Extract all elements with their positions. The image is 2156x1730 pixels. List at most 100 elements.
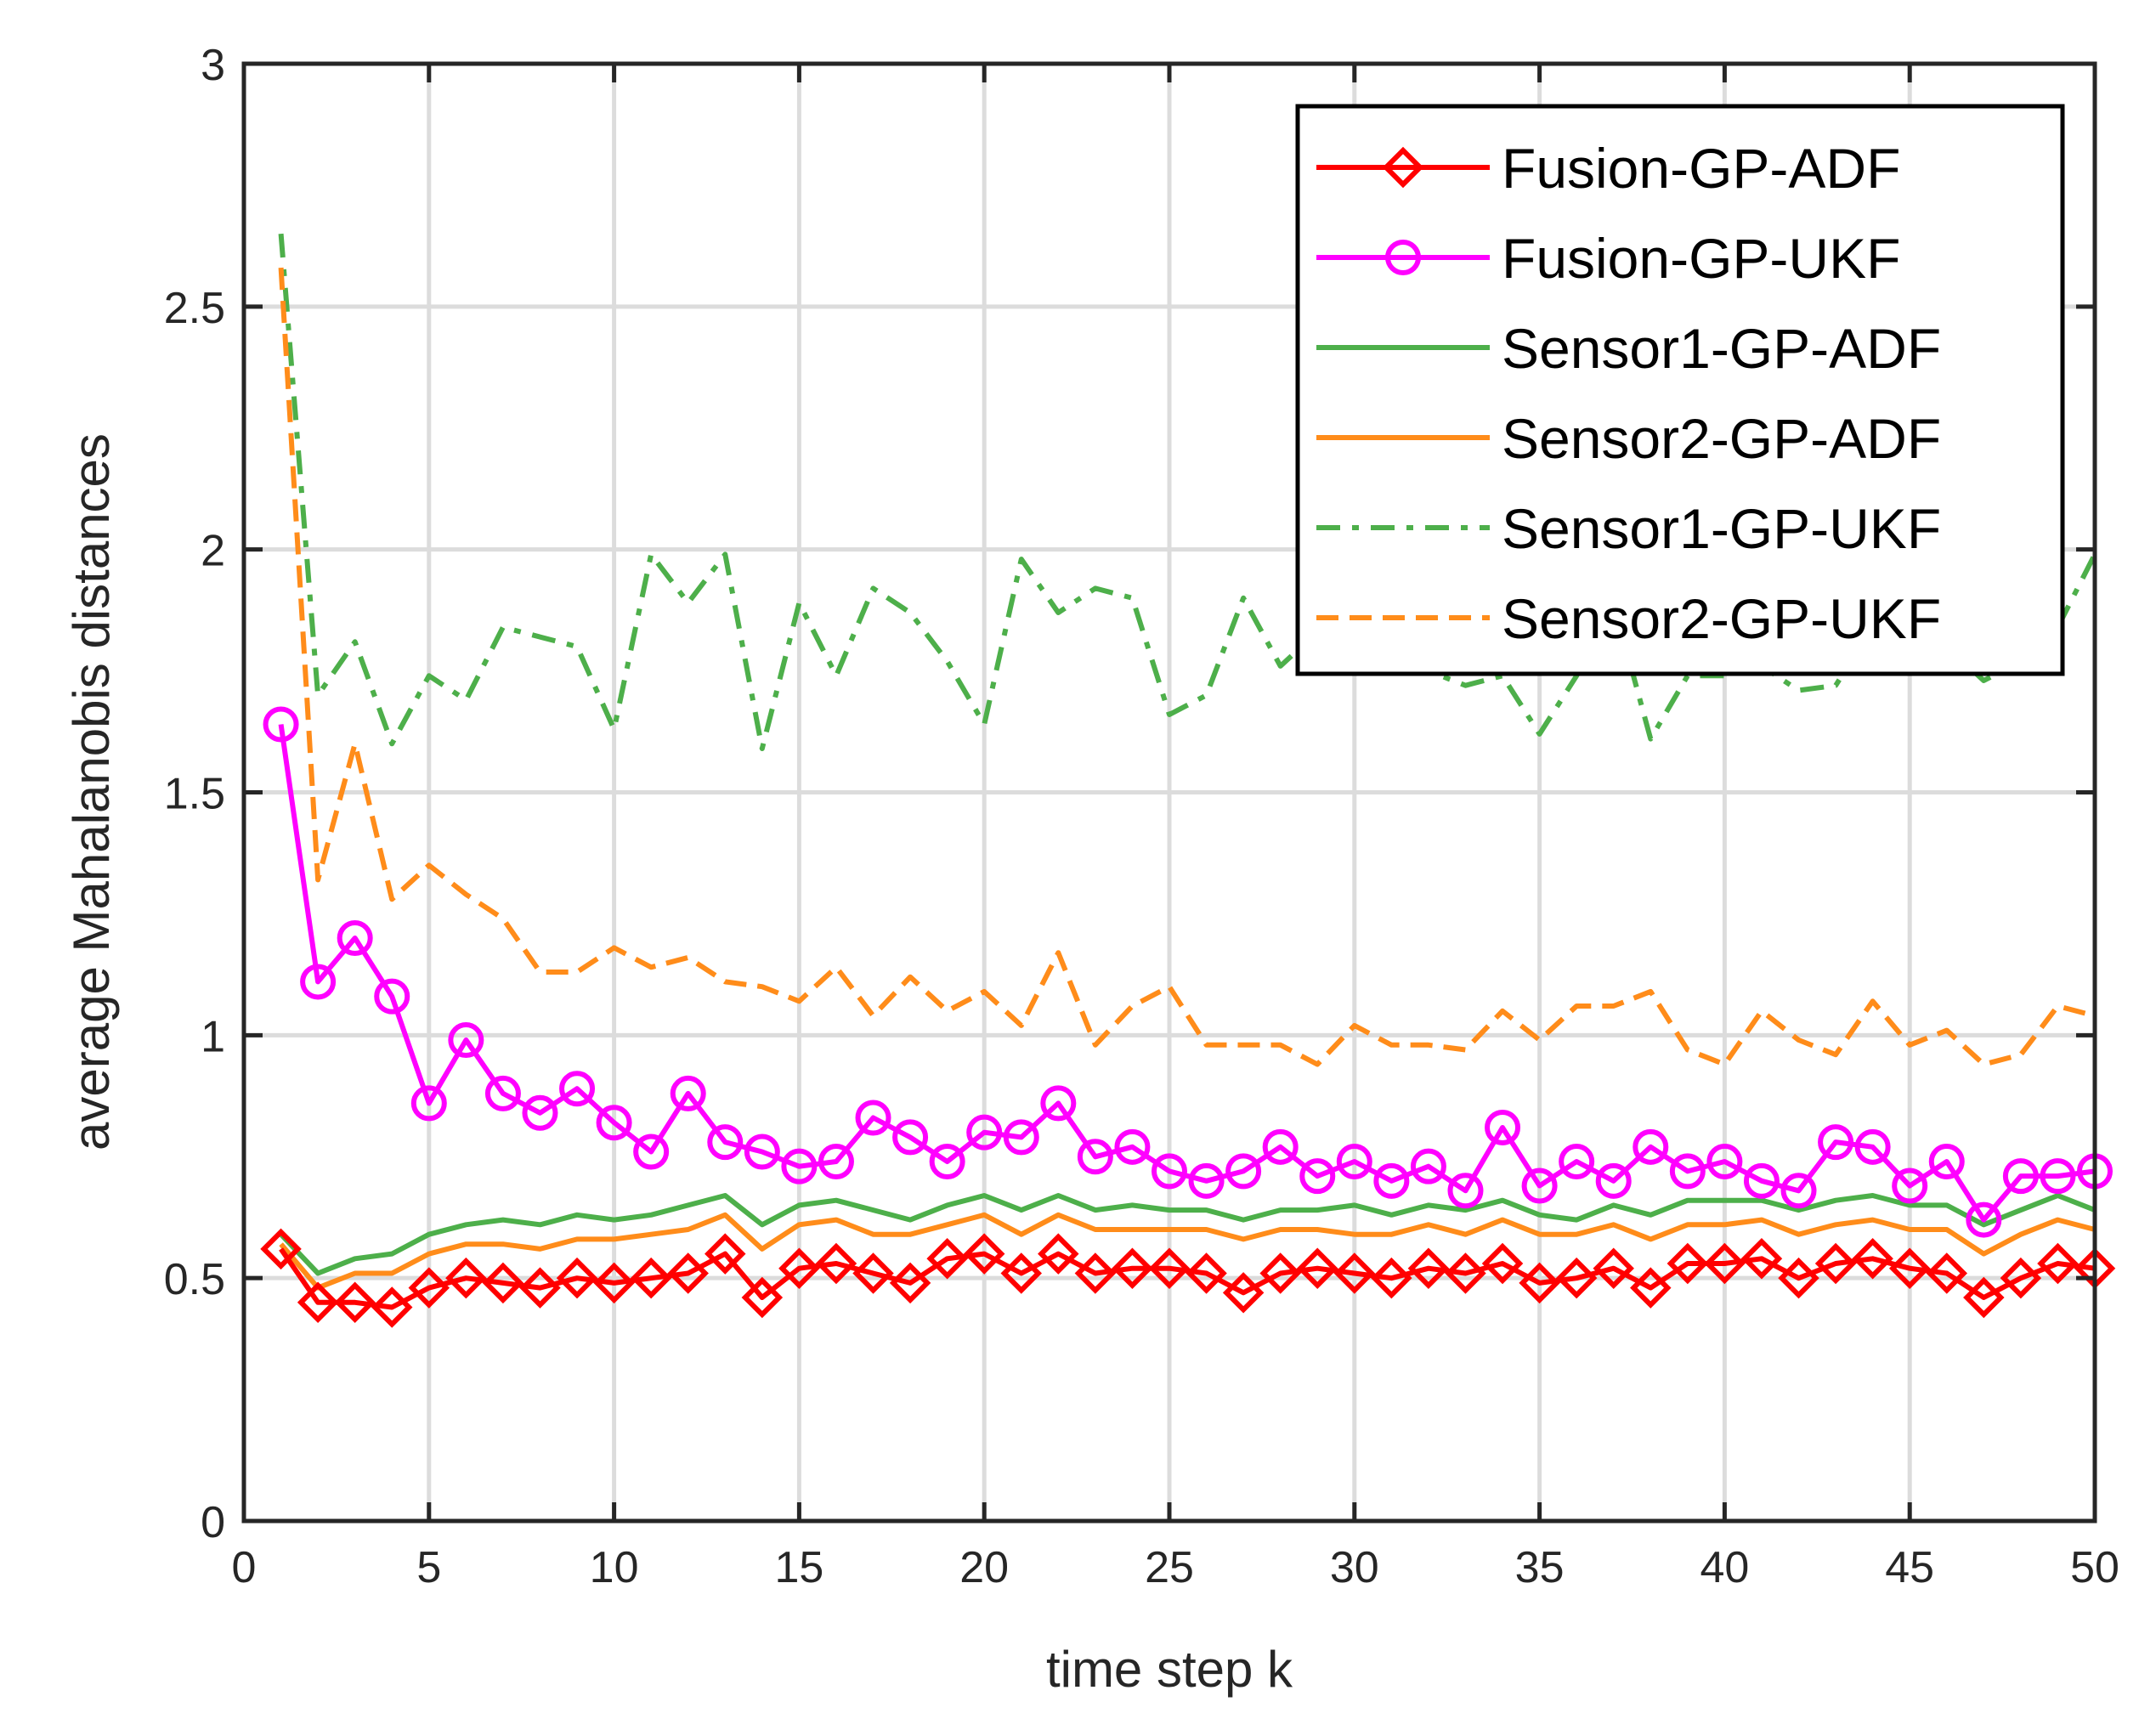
data-point-fusion-gp-adf: [1186, 1252, 1227, 1294]
legend-item-sensor2-gp-ukf: Sensor2-GP-UKF: [1316, 587, 1941, 650]
x-tick-label: 10: [590, 1543, 639, 1592]
data-point-fusion-gp-adf: [1926, 1252, 1968, 1294]
data-point-fusion-gp-ukf: [410, 1085, 447, 1122]
data-point-fusion-gp-ukf: [1447, 1173, 1484, 1209]
y-tick-label: 2.5: [164, 284, 225, 333]
data-point-fusion-gp-adf: [1296, 1247, 1338, 1289]
x-tick-label: 30: [1330, 1543, 1379, 1592]
data-point-fusion-gp-ukf: [781, 1148, 818, 1184]
data-point-fusion-gp-adf: [297, 1281, 339, 1323]
data-point-fusion-gp-adf: [2000, 1257, 2042, 1299]
data-point-fusion-gp-ukf: [1892, 1167, 1928, 1204]
series-line-sensor2-gp-ukf: [278, 267, 2096, 1067]
data-point-fusion-gp-adf: [889, 1262, 931, 1304]
data-point-fusion-gp-adf: [1222, 1272, 1265, 1314]
data-point-fusion-gp-adf: [1038, 1233, 1079, 1275]
data-point-fusion-gp-adf: [1963, 1276, 2005, 1319]
data-point-fusion-gp-adf: [1630, 1267, 1672, 1309]
series-sensor2-gp-adf: [279, 1212, 2096, 1291]
data-point-fusion-gp-ukf: [892, 1119, 929, 1156]
x-tick-label: 45: [1885, 1543, 1934, 1592]
data-point-fusion-gp-ukf: [1559, 1143, 1595, 1179]
data-point-fusion-gp-adf: [1888, 1247, 1931, 1289]
legend-label: Sensor1-GP-ADF: [1502, 317, 1941, 380]
x-tick-label: 50: [2070, 1543, 2119, 1592]
data-point-fusion-gp-adf: [1333, 1252, 1376, 1294]
data-point-fusion-gp-ukf: [670, 1075, 706, 1111]
data-point-fusion-gp-ukf: [855, 1100, 891, 1136]
data-point-fusion-gp-ukf: [2002, 1158, 2039, 1195]
data-point-fusion-gp-ukf: [1818, 1124, 1854, 1161]
data-point-fusion-gp-adf: [519, 1267, 561, 1309]
data-point-fusion-gp-ukf: [1521, 1167, 1558, 1204]
data-point-fusion-gp-adf: [593, 1262, 635, 1304]
series-line-sensor1-gp-adf: [279, 1193, 2097, 1276]
y-tick-label: 3: [201, 41, 225, 90]
data-point-fusion-gp-ukf: [374, 978, 410, 1015]
data-point-fusion-gp-adf: [556, 1257, 598, 1299]
data-point-fusion-gp-adf: [1778, 1257, 1819, 1299]
data-point-fusion-gp-ukf: [1669, 1153, 1706, 1190]
data-point-fusion-gp-adf: [260, 1228, 302, 1270]
series-layer: [260, 233, 2116, 1328]
data-point-fusion-gp-ukf: [522, 1094, 558, 1131]
data-point-fusion-gp-ukf: [263, 706, 299, 743]
legend-label: Fusion-GP-UKF: [1502, 227, 1900, 290]
data-point-fusion-gp-adf: [852, 1252, 894, 1294]
data-point-fusion-gp-adf: [1407, 1247, 1450, 1289]
data-point-fusion-gp-ukf: [337, 920, 373, 956]
data-point-fusion-gp-ukf: [559, 1071, 596, 1107]
legend-label: Fusion-GP-ADF: [1502, 137, 1900, 200]
series-line-sensor2-gp-adf: [279, 1212, 2096, 1291]
series-fusion-gp-ukf: [263, 706, 2113, 1238]
data-point-fusion-gp-adf: [815, 1242, 857, 1285]
data-point-fusion-gp-adf: [1112, 1247, 1153, 1289]
y-tick-label: 1.5: [164, 770, 225, 819]
x-tick-label: 0: [232, 1543, 257, 1592]
data-point-fusion-gp-ukf: [1854, 1128, 1891, 1165]
legend-marker: [1385, 240, 1421, 275]
ticks: [241, 61, 2097, 1524]
data-point-fusion-gp-adf: [1740, 1238, 1783, 1280]
data-point-fusion-gp-ukf: [1003, 1119, 1039, 1156]
data-point-fusion-gp-adf: [705, 1233, 746, 1275]
series-fusion-gp-adf: [260, 1228, 2116, 1328]
legend-item-sensor2-gp-adf: Sensor2-GP-ADF: [1316, 407, 1941, 470]
data-point-fusion-gp-ukf: [1077, 1139, 1113, 1175]
data-point-fusion-gp-adf: [1667, 1242, 1709, 1285]
data-point-fusion-gp-ukf: [1410, 1148, 1446, 1184]
data-point-fusion-gp-ukf: [448, 1022, 484, 1059]
legend-box: [1295, 104, 2065, 676]
legend-item-sensor1-gp-ukf: Sensor1-GP-UKF: [1316, 497, 1941, 560]
y-tick-label: 0: [201, 1498, 225, 1547]
x-tick-label: 25: [1145, 1543, 1194, 1592]
data-point-fusion-gp-ukf: [633, 1134, 670, 1170]
data-point-fusion-gp-adf: [1074, 1252, 1117, 1294]
data-point-fusion-gp-adf: [1852, 1238, 1893, 1280]
x-tick-label: 40: [1700, 1543, 1749, 1592]
data-point-fusion-gp-ukf: [1152, 1153, 1187, 1190]
data-point-fusion-gp-ukf: [744, 1134, 780, 1170]
data-point-fusion-gp-adf: [1148, 1247, 1191, 1289]
data-point-fusion-gp-adf: [2037, 1242, 2079, 1285]
data-point-fusion-gp-adf: [1000, 1252, 1043, 1294]
data-point-fusion-gp-ukf: [929, 1143, 965, 1179]
data-point-fusion-gp-adf: [1814, 1242, 1857, 1285]
data-point-fusion-gp-ukf: [1633, 1128, 1669, 1165]
data-point-fusion-gp-ukf: [1966, 1201, 2002, 1238]
x-tick-label: 20: [959, 1543, 1009, 1592]
tick-labels: 0 5 10 15 20 25 30 35 40 45 50 0 0.5 1 1.5 2 2.5 3: [164, 41, 2119, 1592]
data-point-fusion-gp-ukf: [818, 1143, 854, 1179]
y-tick-label: 0.5: [164, 1255, 225, 1304]
data-point-fusion-gp-adf: [1519, 1262, 1560, 1304]
data-point-fusion-gp-adf: [408, 1267, 450, 1309]
data-point-fusion-gp-ukf: [1780, 1173, 1817, 1209]
data-point-fusion-gp-ukf: [1928, 1143, 1965, 1179]
data-point-fusion-gp-adf: [1259, 1252, 1301, 1294]
data-point-fusion-gp-adf: [334, 1281, 376, 1323]
legend-marker: [1382, 146, 1424, 189]
data-point-fusion-gp-ukf: [966, 1114, 1003, 1151]
data-point-fusion-gp-ukf: [300, 964, 337, 1000]
data-point-fusion-gp-adf: [926, 1238, 968, 1280]
